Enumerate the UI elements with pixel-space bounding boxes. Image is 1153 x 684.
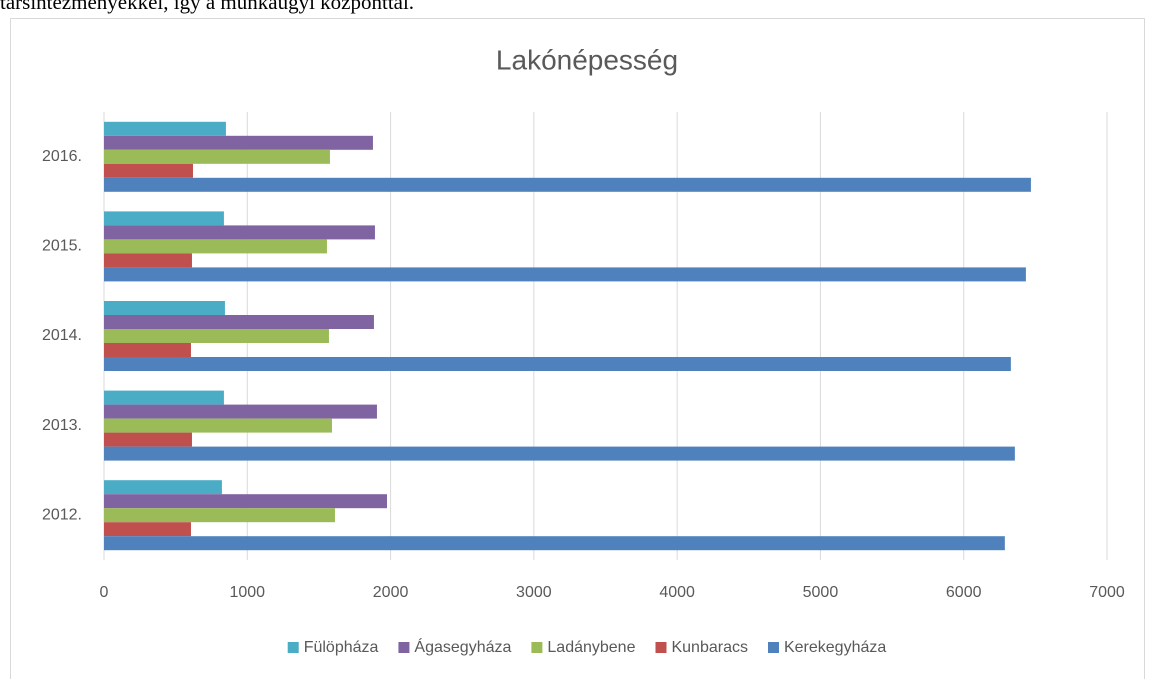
bar bbox=[104, 301, 225, 315]
legend-label: Kerekegyháza bbox=[784, 639, 886, 656]
bar bbox=[104, 480, 222, 495]
y-tick-label: 2012. bbox=[42, 506, 82, 523]
x-tick-label: 1000 bbox=[229, 584, 265, 601]
y-tick-label: 2014. bbox=[42, 327, 82, 344]
bar bbox=[104, 404, 377, 419]
bar bbox=[104, 211, 224, 226]
y-tick-label: 2013. bbox=[42, 417, 82, 434]
legend-label: Ladánybene bbox=[547, 639, 635, 656]
bar bbox=[104, 121, 226, 136]
legend-swatch bbox=[287, 642, 299, 653]
document-text: társintézményekkel, így a munkaügyi közp… bbox=[0, 0, 414, 14]
bar bbox=[104, 418, 332, 433]
bar bbox=[104, 536, 1005, 551]
bar bbox=[104, 508, 335, 523]
bar bbox=[104, 357, 1011, 371]
x-tick-label: 5000 bbox=[803, 584, 839, 601]
bar bbox=[104, 225, 375, 240]
bar bbox=[104, 390, 224, 405]
x-tick-label: 3000 bbox=[516, 584, 552, 601]
y-tick-label: 2016. bbox=[42, 148, 82, 165]
legend-swatch bbox=[767, 642, 779, 653]
bar bbox=[104, 343, 191, 357]
legend-swatch bbox=[531, 642, 543, 653]
x-tick-label: 6000 bbox=[946, 584, 982, 601]
bar bbox=[104, 149, 330, 164]
bar bbox=[104, 315, 374, 329]
bar bbox=[104, 267, 1026, 282]
legend-swatch bbox=[655, 642, 667, 653]
bar bbox=[104, 135, 373, 150]
legend-swatch bbox=[398, 642, 410, 653]
bar bbox=[104, 177, 1031, 192]
bar bbox=[104, 446, 1015, 461]
legend-label: Fülöpháza bbox=[304, 639, 379, 656]
legend-label: Kunbaracs bbox=[671, 639, 748, 656]
bar bbox=[104, 432, 192, 447]
x-tick-label: 2000 bbox=[373, 584, 409, 601]
x-tick-label: 0 bbox=[100, 584, 109, 601]
bar bbox=[104, 253, 192, 268]
bar bbox=[104, 329, 329, 343]
x-tick-label: 7000 bbox=[1089, 584, 1125, 601]
chart-title: Lakónépesség bbox=[496, 44, 678, 75]
bar bbox=[104, 494, 387, 509]
bar bbox=[104, 239, 327, 254]
bar bbox=[104, 522, 191, 537]
bar bbox=[104, 163, 193, 178]
y-tick-label: 2015. bbox=[42, 238, 82, 255]
x-tick-label: 4000 bbox=[659, 584, 695, 601]
legend-label: Ágasegyháza bbox=[414, 637, 511, 656]
